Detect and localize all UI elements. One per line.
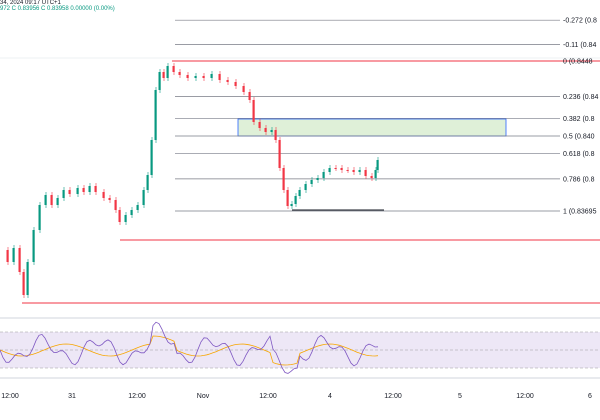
candle-body xyxy=(310,180,313,184)
x-axis-label: Nov xyxy=(197,393,210,400)
fib-level-label: 0.618 (0.8 xyxy=(563,151,595,158)
candle-body xyxy=(352,170,355,172)
candle-body xyxy=(358,170,361,172)
candle-body xyxy=(248,92,251,100)
candle-body xyxy=(234,82,237,86)
candle-body xyxy=(50,195,53,205)
candle-body xyxy=(32,230,35,262)
fib-level-label: 0 (0.8448 xyxy=(563,59,593,66)
candle-body xyxy=(142,190,145,205)
fib-level-label: 0.786 (0.8 xyxy=(563,176,595,183)
candle-body xyxy=(136,205,139,210)
candle-body xyxy=(26,262,29,295)
candle-body xyxy=(114,200,117,210)
candle-body xyxy=(210,74,213,78)
candle-body xyxy=(252,100,255,122)
candle-body xyxy=(38,205,41,230)
candle-body xyxy=(286,190,289,206)
candle-body xyxy=(146,175,149,190)
candle-body xyxy=(304,184,307,190)
candle-body xyxy=(162,72,165,78)
legend: 34, 2024 09:17 UTC+1 972 C 0.83956 C 0.8… xyxy=(0,0,115,12)
rsi-ma-line xyxy=(0,335,379,366)
candle-body xyxy=(76,188,79,194)
candle-body xyxy=(334,168,337,169)
candle-body xyxy=(194,76,197,78)
candle-body xyxy=(172,66,175,72)
x-axis-label: 5 xyxy=(458,393,462,400)
candle-body xyxy=(150,140,153,175)
candle-body xyxy=(158,72,161,90)
candle-body xyxy=(88,186,91,192)
candle-body xyxy=(130,210,133,215)
x-axis-label: 6 xyxy=(588,393,592,400)
fib-level-label: 0.382 (0.8 xyxy=(563,116,595,123)
candle-body xyxy=(202,76,205,78)
fib-zone-rectangle[interactable] xyxy=(237,118,507,137)
rsi-line xyxy=(0,321,379,374)
candle-body xyxy=(124,215,127,222)
x-axis-label: 12:00 xyxy=(516,393,534,400)
candle-body xyxy=(298,190,301,196)
candle-body xyxy=(274,130,277,140)
candle-body xyxy=(108,198,111,200)
candle-body xyxy=(322,172,325,178)
x-axis-label: 12:00 xyxy=(128,393,146,400)
fib-level-label: 0.5 (0.840 xyxy=(563,134,595,141)
candle-body xyxy=(290,204,293,206)
x-axis-label: 12:00 xyxy=(1,393,19,400)
fib-retracement[interactable]: -0.272 (0.8 -0.11 (0.84 0 (0.8448 0.236 (0.… xyxy=(175,18,599,216)
candle-body xyxy=(56,198,59,205)
candle-body xyxy=(102,192,105,198)
fib-level-label: 0.236 (0.84 xyxy=(563,94,599,101)
candle-body xyxy=(22,272,25,295)
x-axis-label: 12:00 xyxy=(384,393,402,400)
candle-body xyxy=(376,160,379,170)
candle-body xyxy=(166,66,169,78)
candle-body xyxy=(82,188,85,192)
candle-body xyxy=(370,176,373,178)
candle-body xyxy=(294,196,297,204)
candle-body xyxy=(118,210,121,222)
candle-body xyxy=(62,190,65,198)
candle-body xyxy=(328,168,331,172)
candle-body xyxy=(374,170,377,178)
x-axis: 12:00 31 12:00 Nov 12:00 4 12:00 5 12:00 6 xyxy=(1,393,592,400)
candle-body xyxy=(282,168,285,190)
candle-body xyxy=(264,128,267,132)
candle-body xyxy=(186,75,189,78)
fib-level-label: -0.11 (0.84 xyxy=(563,42,596,49)
x-axis-label: 12:00 xyxy=(259,393,277,400)
candle-body xyxy=(12,248,15,262)
candle-body xyxy=(346,170,349,171)
candle-body xyxy=(154,90,157,140)
candle-body xyxy=(340,168,343,170)
candle-body xyxy=(68,190,71,194)
candle-body xyxy=(6,250,9,262)
x-axis-label: 31 xyxy=(68,393,76,400)
candle-body xyxy=(44,195,47,205)
legend-ohlc: 972 C 0.83956 C 0.83958 0.00000 (0.00%) xyxy=(0,6,115,12)
candle-body xyxy=(316,178,319,180)
candle-body xyxy=(218,74,221,80)
legend-title: 34, 2024 09:17 UTC+1 xyxy=(0,0,61,6)
candles xyxy=(6,63,379,298)
x-axis-label: 4 xyxy=(328,393,332,400)
candle-body xyxy=(242,86,245,92)
fib-level-label: 1 (0.83695 xyxy=(563,209,597,216)
candle-body xyxy=(278,140,281,168)
candle-body xyxy=(226,80,229,82)
fib-level-label: -0.272 (0.8 xyxy=(563,18,597,25)
candle-body xyxy=(364,170,367,176)
candle-body xyxy=(94,186,97,192)
candle-body xyxy=(258,122,261,128)
candle-body xyxy=(178,72,181,75)
candle-body xyxy=(270,130,273,132)
candle-body xyxy=(18,248,21,272)
